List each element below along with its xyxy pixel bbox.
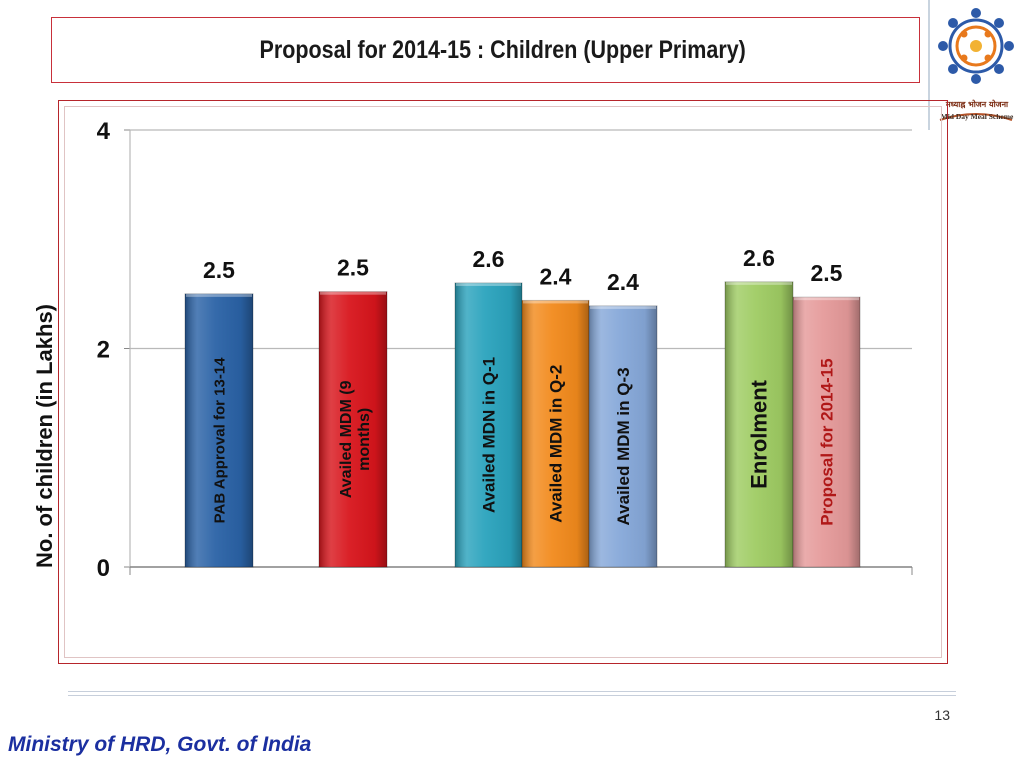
category-label-0: PAB Approval for 13-14 bbox=[211, 357, 228, 524]
bar-top-highlight-1 bbox=[320, 291, 386, 295]
bar-shade-3 bbox=[522, 300, 589, 567]
y-tick-label-2: 4 bbox=[97, 118, 111, 145]
category-label-3: Availed MDM in Q-2 bbox=[546, 365, 565, 523]
category-label-1: Availed MDM (9months) bbox=[338, 380, 373, 498]
logo-caption-english: Mid Day Meal Scheme bbox=[940, 112, 1014, 121]
category-label-1-line-0: Availed MDM (9 bbox=[338, 380, 355, 498]
bar-top-highlight-4 bbox=[590, 305, 656, 309]
label-layer: 2.5 PAB Approval for 13-14 2.5 Availed MDM … bbox=[203, 245, 843, 526]
data-label-3: 2.4 bbox=[540, 263, 572, 289]
bar-shade-2 bbox=[455, 282, 522, 567]
page-number: 13 bbox=[934, 707, 950, 723]
category-label-1-line-1: months) bbox=[356, 408, 373, 471]
bar-group-6 bbox=[792, 296, 861, 568]
footer-ministry: Ministry of HRD, Govt. of India bbox=[8, 733, 312, 756]
y-tick-label-1: 2 bbox=[97, 337, 110, 364]
bar-shade-6 bbox=[793, 297, 860, 567]
data-label-4: 2.4 bbox=[607, 269, 639, 295]
bar-shade-5 bbox=[725, 281, 793, 567]
bar-top-highlight-2 bbox=[456, 282, 521, 286]
bar-group-0 bbox=[184, 293, 254, 568]
bar-shade-1 bbox=[319, 291, 387, 567]
category-label-5: Enrolment bbox=[747, 379, 772, 488]
y-axis-title: No. of children (in Lakhs) bbox=[32, 304, 57, 568]
bar-top-highlight-6 bbox=[794, 297, 859, 301]
data-label-5: 2.6 bbox=[743, 245, 775, 271]
slide-right-border bbox=[928, 0, 930, 130]
slide-title: Proposal for 2014-15 : Children (Upper P… bbox=[259, 35, 746, 64]
footer-rule bbox=[68, 691, 956, 696]
bar-top-highlight-0 bbox=[186, 293, 252, 297]
title-box: Proposal for 2014-15 : Children (Upper P… bbox=[51, 17, 920, 83]
category-label-6: Proposal for 2014-15 bbox=[817, 358, 836, 525]
bar-group-4 bbox=[588, 305, 658, 568]
bar-top-highlight-3 bbox=[523, 300, 588, 304]
category-label-2: Availed MDN in Q-1 bbox=[479, 357, 498, 513]
data-label-1: 2.5 bbox=[337, 255, 369, 281]
data-label-0: 2.5 bbox=[203, 257, 235, 283]
chart-inner-frame bbox=[64, 106, 942, 658]
bar-group-2 bbox=[454, 282, 523, 568]
bar-group-1 bbox=[318, 291, 388, 568]
bar-layer bbox=[184, 281, 861, 568]
y-tick-label-0: 0 bbox=[97, 555, 110, 582]
data-label-6: 2.5 bbox=[811, 260, 843, 286]
mid-day-meal-logo-icon bbox=[938, 8, 1014, 121]
logo-caption-hindi: मध्याह्न भोजन योजना bbox=[945, 100, 1009, 109]
category-label-4: Availed MDM in Q-3 bbox=[614, 367, 633, 525]
bar-group-5 bbox=[724, 281, 794, 568]
bar-shade-0 bbox=[185, 293, 253, 567]
bar-group-3 bbox=[521, 299, 590, 568]
bar-shade-4 bbox=[589, 305, 657, 567]
bar-top-highlight-5 bbox=[726, 281, 792, 285]
data-label-2: 2.6 bbox=[473, 246, 505, 272]
chart-frame bbox=[58, 100, 948, 664]
